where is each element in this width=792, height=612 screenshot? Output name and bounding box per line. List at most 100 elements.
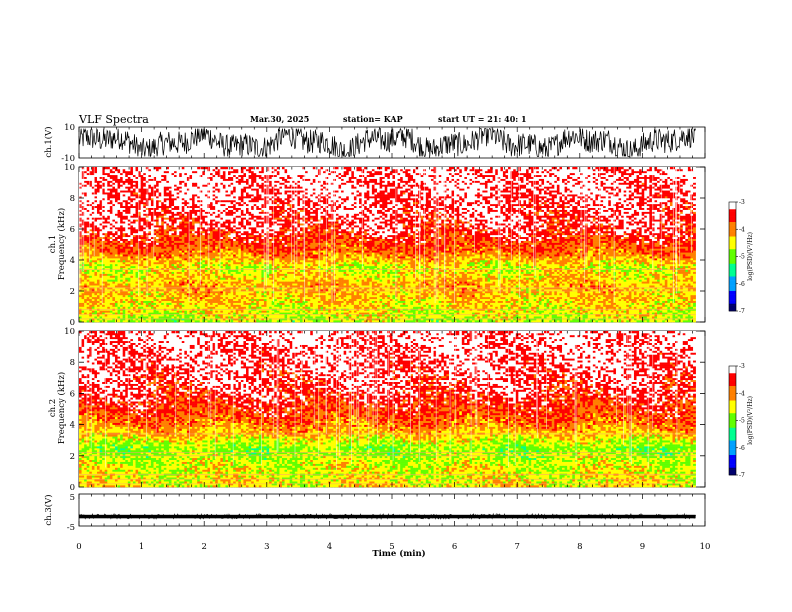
spectrogram-cell	[425, 314, 429, 317]
spectrogram-cell	[495, 304, 499, 307]
spectrogram-cell	[338, 302, 342, 305]
spectrogram-cell	[659, 289, 663, 292]
spectrogram-cell	[495, 312, 499, 315]
spectrogram-cell	[395, 291, 398, 294]
spectrogram-cell	[256, 304, 260, 307]
spectrogram-cell	[328, 283, 332, 286]
spectrogram-cell	[592, 285, 596, 288]
spectrogram-cell	[659, 312, 663, 315]
spectrogram-cell	[140, 316, 144, 319]
spectrogram-cell	[194, 294, 198, 298]
spectrogram-cell	[541, 292, 545, 296]
spectrogram-cell	[194, 300, 198, 303]
spectrogram-cell	[310, 289, 314, 292]
spectrogram-cell	[269, 314, 272, 317]
spectrogram-cell	[284, 306, 288, 309]
spectrogram-cell	[346, 289, 350, 292]
spectrogram-cell	[479, 304, 483, 307]
spectrogram-cell	[235, 296, 239, 300]
spectrogram-cell	[667, 296, 671, 300]
spectrogram-cell	[580, 320, 583, 323]
spectrogram-cell	[179, 302, 183, 305]
spectrogram-cell	[546, 302, 550, 305]
spectrogram-cell	[279, 292, 283, 296]
spectrogram-cell	[156, 316, 159, 319]
spectrogram-cell	[505, 298, 509, 301]
spectrogram-cell	[377, 285, 380, 288]
spectrogram-cell	[633, 289, 637, 292]
spectrogram-cell	[505, 283, 509, 286]
spectrogram-cell	[423, 320, 427, 323]
spectrogram-cell	[597, 306, 601, 309]
spectrogram-cell	[644, 283, 648, 286]
spectrogram-cell	[392, 320, 396, 323]
spectrogram-cell	[569, 302, 573, 305]
spectrogram-cell	[662, 298, 666, 301]
spectrogram-cell	[91, 294, 95, 298]
spectrogram-cell	[158, 320, 162, 323]
spectrogram-cell	[323, 298, 326, 301]
spectrogram-cell	[89, 316, 93, 319]
spectrogram-cell	[320, 294, 324, 298]
spectrogram-cell	[163, 312, 167, 315]
spectrogram-cell	[407, 316, 411, 319]
spectrogram-cell	[580, 287, 583, 290]
spectrogram-cell	[523, 291, 527, 294]
spectrogram-cell	[621, 283, 624, 286]
spectrogram-cell	[490, 289, 493, 292]
spectrogram-cell	[639, 312, 642, 315]
spectrogram-cell	[359, 306, 362, 309]
spectrogram-cell	[199, 294, 203, 298]
spectrogram-cell	[410, 296, 414, 300]
spectrogram-cell	[631, 298, 635, 301]
spectrogram-cell	[469, 281, 473, 284]
spectrogram-cell	[258, 316, 262, 319]
spectrogram-cell	[104, 302, 108, 305]
spectrogram-cell	[294, 320, 298, 323]
spectrogram-cell	[587, 312, 591, 315]
spectrogram-cell	[477, 283, 481, 286]
spectrogram-cell	[228, 283, 231, 286]
spectrogram-cell	[389, 298, 393, 301]
spectrogram-cell	[207, 281, 211, 284]
spectrogram-cell	[207, 292, 211, 296]
spectrogram-cell	[544, 304, 547, 307]
spectrogram-cell	[446, 294, 450, 298]
spectrogram-cell	[184, 285, 188, 288]
spectrogram-cell	[651, 287, 655, 290]
spectrogram-cell	[628, 296, 632, 300]
spectrogram-cell	[677, 302, 681, 305]
spectrogram-cell	[413, 318, 416, 321]
spectrogram-cell	[438, 300, 442, 303]
spectrogram-cell	[359, 300, 362, 303]
spectrogram-cell	[356, 312, 360, 315]
spectrogram-cell	[451, 289, 455, 292]
spectrogram-cell	[451, 312, 455, 315]
spectrogram-cell	[81, 306, 85, 309]
spectrogram-cell	[456, 281, 460, 284]
spectrogram-cell	[233, 292, 237, 296]
spectrogram-cell	[127, 314, 131, 317]
spectrogram-cell	[451, 314, 455, 317]
spectrogram-cell	[289, 296, 293, 300]
spectrogram-cell	[150, 287, 154, 290]
spectrogram-cell	[325, 306, 329, 309]
spectrogram-cell	[81, 302, 85, 305]
spectrogram-cell	[258, 312, 262, 315]
spectrogram-cell	[374, 287, 378, 290]
spectrogram-cell	[253, 300, 257, 303]
spectrogram-cell	[639, 292, 642, 296]
spectrogram-cell	[672, 300, 676, 303]
spectrogram-cell	[140, 320, 144, 323]
spectrogram-cell	[346, 304, 350, 307]
spectrogram-cell	[479, 316, 483, 319]
spectrogram-cell	[256, 314, 260, 317]
spectrogram-cell	[523, 300, 527, 303]
spectrogram-cell	[508, 291, 511, 294]
spectrogram-cell	[289, 292, 293, 296]
spectrogram-cell	[371, 318, 375, 321]
spectrogram-cell	[531, 320, 535, 323]
spectrogram-cell	[120, 289, 123, 292]
spectrogram-cell	[359, 302, 362, 305]
spectrogram-cell	[610, 294, 614, 298]
